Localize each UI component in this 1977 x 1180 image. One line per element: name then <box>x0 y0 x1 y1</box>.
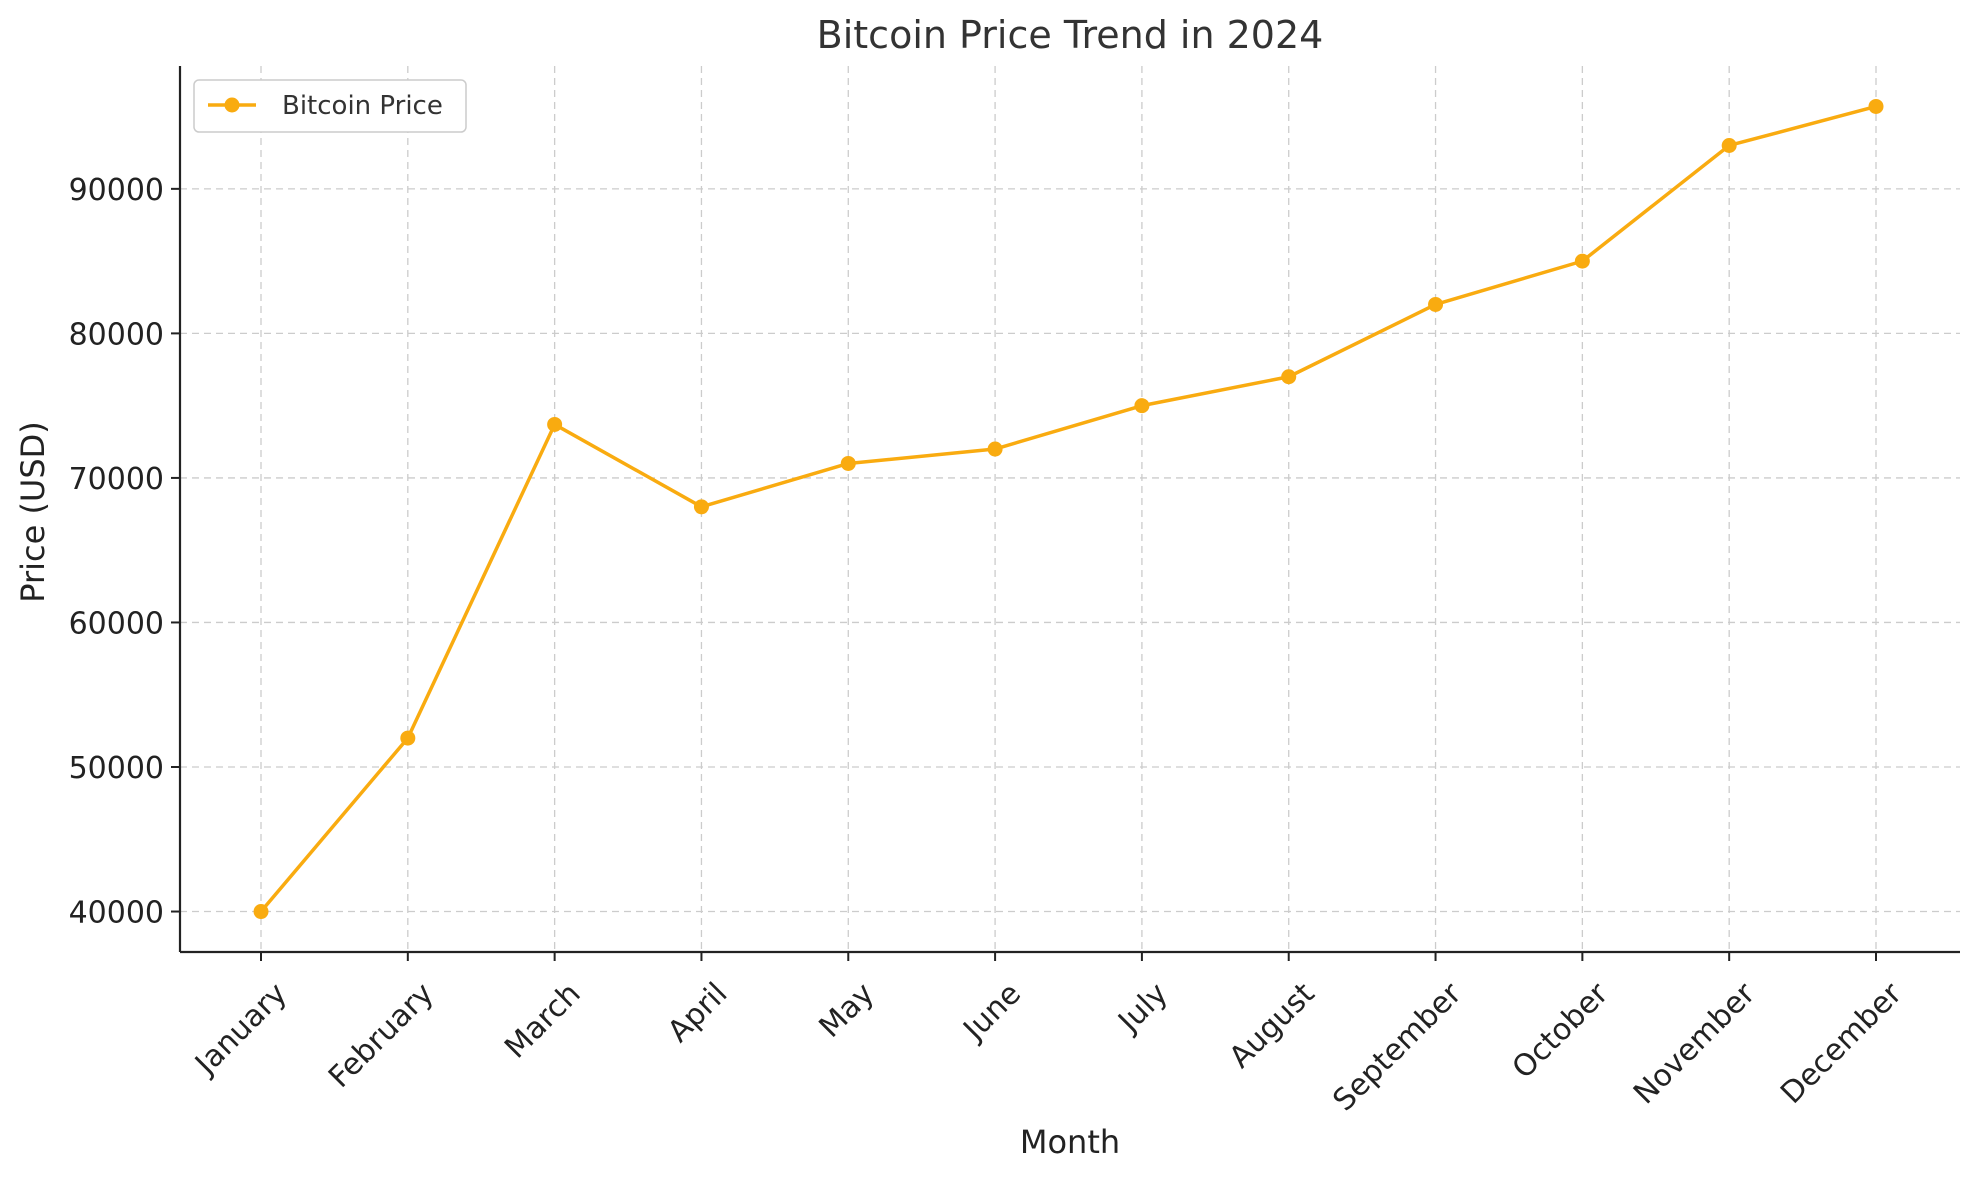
data-point-september <box>1428 296 1444 312</box>
x-tick-label-january: January <box>187 976 294 1083</box>
x-tick-label-april: April <box>661 976 734 1049</box>
y-tick-label-80000: 80000 <box>69 317 164 352</box>
x-tick-label-february: February <box>322 976 441 1095</box>
data-point-may <box>840 455 856 471</box>
data-point-july <box>1134 398 1150 414</box>
data-point-february <box>400 730 416 746</box>
data-point-december <box>1868 98 1884 114</box>
legend-marker-swatch <box>224 97 240 113</box>
x-tick-label-august: August <box>1223 976 1322 1075</box>
x-tick-label-november: November <box>1627 976 1763 1112</box>
x-axis-label: Month <box>1020 1123 1120 1161</box>
data-point-april <box>693 499 709 515</box>
data-point-august <box>1281 369 1297 385</box>
x-tick-label-may: May <box>813 976 882 1045</box>
y-axis-label: Price (USD) <box>14 421 52 603</box>
legend-frame <box>193 79 467 133</box>
series-line-bitcoin-price <box>259 104 1878 914</box>
x-tick-label-september: September <box>1326 976 1468 1118</box>
chart-title: Bitcoin Price Trend in 2024 <box>817 13 1324 57</box>
y-tick-label-70000: 70000 <box>69 462 164 497</box>
data-point-january <box>253 904 269 920</box>
data-point-march <box>547 416 563 432</box>
x-tick-label-october: October <box>1506 976 1616 1086</box>
axes: January February March April May June July Augu… <box>69 66 1960 1118</box>
y-tick-label-40000: 40000 <box>69 896 164 931</box>
y-tick-label-90000: 90000 <box>69 173 164 208</box>
data-point-november <box>1721 137 1737 153</box>
x-tick-label-june: June <box>956 976 1028 1048</box>
legend-entry-bitcoin-price: Bitcoin Price <box>282 91 443 121</box>
series-layer <box>253 98 1884 920</box>
y-tick-label-50000: 50000 <box>69 751 164 786</box>
x-tick-label-july: July <box>1111 976 1175 1040</box>
data-point-october <box>1574 253 1590 269</box>
x-tick-label-march: March <box>498 976 587 1065</box>
legend: Bitcoin Price <box>193 79 467 133</box>
x-tick-label-december: December <box>1774 976 1909 1111</box>
data-point-june <box>987 441 1003 457</box>
y-tick-label-60000: 60000 <box>69 606 164 641</box>
grid-lines <box>180 66 1960 952</box>
